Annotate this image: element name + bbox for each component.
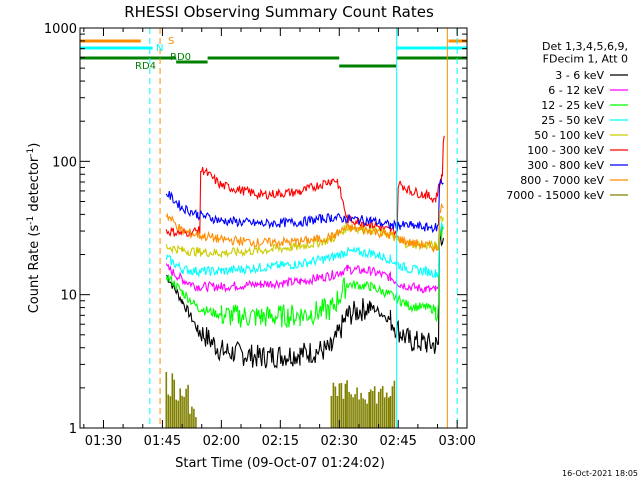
series-curve	[165, 225, 444, 294]
legend-label: 50 - 100 keV	[534, 129, 604, 142]
y-tick-label: 1	[69, 422, 77, 437]
x-tick-label: 03:00	[438, 434, 475, 449]
y-axis-label-part: Count Rate (s	[27, 225, 42, 314]
x-axis-label: Start Time (09-Oct-07 01:24:02)	[175, 456, 385, 471]
flag-label-rd4: RD4	[135, 61, 156, 72]
series-curve	[165, 202, 444, 253]
x-tick-label: 02:15	[262, 434, 299, 449]
x-tick-label: 01:30	[85, 434, 122, 449]
x-axis-ticks: 01:30 01:45 02:00 02:15 02:30 02:45 03:00	[83, 28, 476, 449]
series-curve	[165, 232, 444, 369]
flag-label-saa: S	[168, 36, 174, 47]
chart-title: RHESSI Observing Summary Count Rates	[124, 3, 434, 21]
y-tick-label: 100	[52, 155, 77, 170]
x-tick-label: 02:00	[203, 434, 240, 449]
series-curve	[165, 221, 444, 279]
x-tick-label: 01:45	[144, 434, 181, 449]
transition-lines	[149, 28, 458, 428]
y-axis-label: Count Rate (s-1 detector-1)	[26, 143, 42, 314]
y-axis-ticks: 1 10 100 1000	[44, 22, 467, 437]
y-axis-label-part: )	[27, 143, 42, 148]
legend-header: Det 1,3,4,5,6,9,	[542, 40, 628, 53]
legend-label: 300 - 800 keV	[527, 159, 604, 172]
series-curve	[165, 177, 444, 234]
legend-label: 6 - 12 keV	[548, 84, 604, 97]
flag-bars	[80, 39, 467, 68]
legend-label: 100 - 300 keV	[527, 144, 604, 157]
series-curve	[165, 372, 396, 428]
y-tick-label: 1000	[44, 22, 77, 37]
plot-frame	[79, 27, 468, 429]
flag-label-night: N	[156, 43, 163, 54]
legend-label: 12 - 25 keV	[541, 99, 604, 112]
legend-label: 7000 - 15000 keV	[506, 189, 604, 202]
y-axis-label-part: detector	[27, 156, 42, 216]
timestamp: 16-Oct-2021 18:05	[562, 469, 638, 478]
flag-label-rd0: RD0	[170, 52, 191, 63]
legend-label: 3 - 6 keV	[555, 69, 604, 82]
series-curve	[165, 225, 444, 328]
x-tick-label: 02:45	[379, 434, 416, 449]
series-curve	[165, 135, 445, 237]
series-curves	[165, 135, 445, 428]
y-axis-label-sup: -1	[26, 216, 36, 225]
legend: Det 1,3,4,5,6,9,FDecim 1, Att 0 3 - 6 keV…	[506, 40, 628, 202]
x-tick-label: 02:30	[321, 434, 358, 449]
y-axis-label-sup: -1	[26, 148, 36, 157]
legend-label: 25 - 50 keV	[541, 114, 604, 127]
y-tick-label: 10	[60, 289, 77, 304]
legend-label: 800 - 7000 keV	[520, 174, 604, 187]
legend-header: FDecim 1, Att 0	[543, 53, 628, 66]
